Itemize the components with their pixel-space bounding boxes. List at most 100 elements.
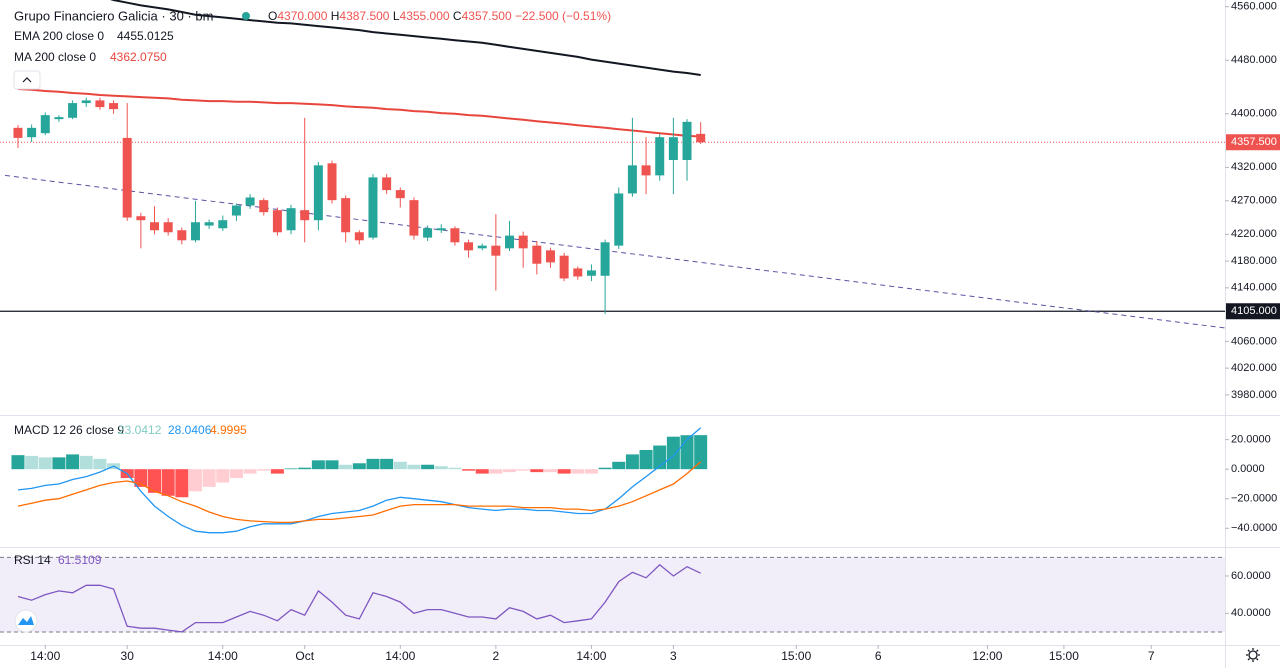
candle-body: [231, 205, 241, 216]
macd-histogram-bar: [475, 469, 489, 474]
candle-body: [13, 127, 23, 138]
candle-body: [122, 137, 132, 218]
pane-1: [11, 427, 708, 534]
rsi-title: RSI 14: [14, 553, 51, 567]
macd-histogram-bar: [462, 469, 476, 471]
macd-title: MACD 12 26 close 9: [14, 423, 124, 437]
ohlc-key: O: [268, 9, 277, 23]
macd-histogram-bar: [434, 466, 448, 470]
macd-line: [17, 427, 702, 534]
x-tick-label: 3: [670, 649, 677, 663]
macd-histogram-bar: [66, 454, 80, 470]
x-tick-label: 14:00: [30, 649, 60, 663]
ohlc-value: 4357.500: [462, 9, 512, 23]
collapse-icon: [22, 77, 32, 83]
ohlc-value: 4370.000: [277, 9, 327, 23]
macd-histogram-bar: [311, 460, 325, 470]
x-tick-label: 12:00: [972, 649, 1002, 663]
price-badge-label: 4357.500: [1231, 136, 1277, 148]
collapse-button[interactable]: [13, 70, 41, 90]
candle-body: [532, 245, 542, 264]
candle-body: [682, 121, 692, 160]
candle-body: [655, 137, 665, 176]
macd-histogram-bar: [93, 458, 107, 470]
candle-body: [409, 200, 419, 236]
macd-histogram-bar: [571, 469, 585, 474]
macd-hist-value: 23.0412: [118, 423, 162, 437]
candle-body: [627, 165, 637, 194]
macd-histogram-bar: [530, 469, 544, 473]
macd-histogram-bar: [421, 464, 435, 470]
rsi-value: 61.5109: [58, 553, 102, 567]
macd-histogram-bar: [229, 469, 243, 479]
candle-body: [464, 242, 474, 251]
legend-value: 4455.0125: [117, 29, 174, 43]
y-tick-label: 4320.000: [1231, 161, 1277, 173]
macd-histogram-bar: [38, 457, 52, 470]
candle-body: [81, 100, 91, 104]
y-tick-label: 60.0000: [1231, 570, 1271, 582]
macd-value: 28.0406: [168, 423, 212, 437]
y-tick-label: 3980.000: [1231, 389, 1277, 401]
candle-body: [313, 165, 323, 221]
macd-histogram-bar: [694, 435, 708, 470]
y-tick-label: 4480.000: [1231, 54, 1277, 66]
macd-histogram-bar: [134, 469, 148, 487]
macd-histogram-bar: [11, 455, 25, 470]
y-tick-label: 4560.000: [1231, 1, 1277, 13]
candle-body: [559, 255, 569, 279]
macd-histogram-bar: [639, 449, 653, 470]
ohlc-key: C: [453, 9, 462, 23]
macd-histogram-bar: [257, 469, 271, 471]
candle-body: [150, 222, 160, 231]
candle-body: [286, 208, 296, 231]
change-value: −22.500 (−0.51%): [515, 9, 611, 23]
y-tick-label: 4180.000: [1231, 255, 1277, 267]
candle-body: [505, 235, 515, 249]
y-tick-label: 4220.000: [1231, 228, 1277, 240]
macd-histogram-bar: [516, 469, 530, 471]
settings-icon[interactable]: [1246, 648, 1260, 662]
logo[interactable]: [14, 609, 38, 633]
macd-histogram-bar: [666, 436, 680, 470]
macd-histogram-bar: [380, 458, 394, 470]
candle-body: [395, 190, 405, 199]
candle-body: [109, 103, 119, 110]
y-tick-label: 4020.000: [1231, 362, 1277, 374]
macd-histogram-bar: [270, 469, 284, 474]
price-badge: [1226, 134, 1280, 151]
macd-histogram-bar: [407, 464, 421, 470]
candle-body: [641, 165, 651, 176]
macd-histogram-bar: [352, 463, 366, 470]
candle-body: [573, 268, 583, 277]
rsi-line: [17, 563, 701, 633]
candle-body: [190, 222, 200, 241]
moving-average-line: [17, 88, 701, 138]
candle-body: [54, 117, 64, 120]
candle-body: [696, 133, 706, 143]
ohlc-key: H: [331, 9, 340, 23]
y-tick-label: 4400.000: [1231, 108, 1277, 120]
macd-histogram-bar: [325, 460, 339, 470]
macd-histogram-bar: [52, 457, 66, 470]
ohlc-key: L: [393, 9, 400, 23]
macd-histogram-bar: [612, 461, 626, 470]
x-tick-label: 6: [875, 649, 882, 663]
macd-histogram-bar: [175, 469, 189, 498]
macd-histogram-bar: [625, 454, 639, 470]
status-dot: [242, 12, 250, 20]
candle-body: [382, 177, 392, 191]
symbol-title: Grupo Financiero Galicia · 30 · bm: [14, 8, 213, 23]
macd-histogram-bar: [79, 455, 93, 470]
macd-histogram-bar: [366, 458, 380, 470]
y-tick-label: −20.0000: [1231, 493, 1277, 505]
candle-body: [477, 245, 487, 249]
y-tick-label: 20.0000: [1231, 434, 1271, 446]
x-tick-label: 7: [1148, 649, 1155, 663]
candle-body: [68, 103, 78, 118]
legend-value: 4362.0750: [110, 50, 167, 64]
y-tick-label: 0.0000: [1231, 463, 1265, 475]
macd-histogram-bar: [393, 461, 407, 470]
